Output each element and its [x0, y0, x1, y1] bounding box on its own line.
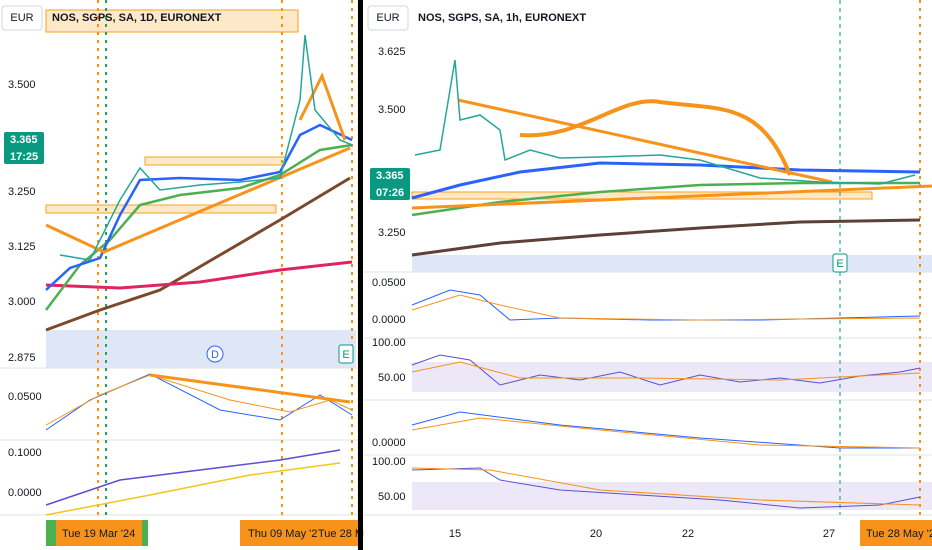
price-label: 3.125 [8, 241, 36, 253]
symbol: NOS, SGPS, SA, 1h, EURONEXT [418, 12, 586, 24]
price-label: 3.500 [8, 79, 36, 91]
time-label: Tue 28 M [318, 528, 364, 540]
dividend-marker[interactable] [206, 345, 224, 363]
volume-area [412, 255, 932, 272]
rsi-label: 50.00 [378, 491, 406, 503]
time-label: Tue 19 Mar '24 [62, 528, 135, 540]
currency: EUR [10, 12, 33, 24]
drawing [519, 99, 792, 176]
rsi-label: 50.00 [378, 372, 406, 384]
price-badge [4, 132, 44, 164]
cursor-time: Tue 28 May '24 [866, 528, 932, 540]
rsi-ma [411, 361, 921, 381]
trendline [457, 98, 833, 184]
time-label: 20 [590, 528, 602, 540]
price-label: 3.500 [378, 104, 406, 116]
adx-label: 0.1000 [8, 447, 42, 459]
macd-label: 0.0000 [372, 437, 406, 449]
rsi-ma [411, 467, 921, 506]
time-label: 15 [449, 528, 461, 540]
last-price: 3.365 [10, 134, 38, 146]
macd [411, 411, 920, 449]
time-box [56, 520, 142, 546]
last-price: 3.365 [376, 170, 404, 182]
zone [45, 204, 277, 214]
drawing [298, 72, 347, 141]
ma-300 [45, 260, 353, 290]
signal [411, 417, 921, 449]
symbol: NOS, SGPS, SA, 1D, EURONEXT [52, 12, 222, 24]
time-label: Thu 09 May '2 [248, 528, 317, 540]
ma-50 [45, 143, 353, 311]
earnings-marker[interactable] [338, 344, 354, 364]
ma-20 [45, 123, 353, 291]
marker-label: E [836, 258, 843, 270]
ma-200 [411, 218, 921, 257]
di [45, 462, 341, 516]
trendline [411, 184, 932, 210]
adx-label: 0.0000 [8, 487, 42, 499]
signal [411, 294, 921, 321]
countdown: 17:25 [10, 151, 38, 163]
time-box [240, 520, 358, 546]
price-label: 3.000 [8, 296, 36, 308]
marker-label: E [342, 349, 349, 361]
ma-20 [411, 161, 921, 200]
split [358, 0, 363, 550]
adx [45, 449, 341, 506]
macd-label: 0.0500 [8, 391, 42, 403]
countdown: 07:26 [376, 187, 404, 199]
right-chart: EUR NOS, SGPS, SA, 1h, EURONEXT 3.625 3.… [363, 0, 932, 546]
price-label: 2.875 [8, 352, 36, 364]
currency-box[interactable] [1, 5, 43, 31]
currency: EUR [376, 12, 399, 24]
macd-label: 0.0500 [372, 277, 406, 289]
price-label: 3.625 [378, 46, 406, 58]
time-label: 27 [823, 528, 835, 540]
earnings-marker[interactable] [832, 253, 848, 273]
rsi [411, 467, 921, 509]
time-label: 22 [682, 528, 694, 540]
ma-200 [45, 176, 351, 332]
trendline [149, 373, 351, 404]
price [414, 59, 916, 185]
rsi-label: 100.00 [372, 456, 406, 468]
rsi-band [412, 482, 932, 510]
zone [144, 156, 286, 166]
time-box [860, 520, 932, 546]
zone [45, 9, 299, 33]
left-chart: EUR NOS, SGPS, SA, 1D, EURONEXT 3.500 3.… [0, 0, 364, 550]
volume-area [46, 330, 356, 368]
trendline [45, 146, 351, 254]
price-label: 3.250 [8, 186, 36, 198]
marker-label: D [211, 349, 219, 361]
currency-box[interactable] [367, 5, 409, 31]
price-badge [370, 168, 410, 200]
price-label: 3.250 [378, 227, 406, 239]
price [59, 34, 353, 261]
rsi-label: 100.00 [372, 337, 406, 349]
rsi [411, 354, 921, 386]
macd-label: 0.0000 [372, 314, 406, 326]
